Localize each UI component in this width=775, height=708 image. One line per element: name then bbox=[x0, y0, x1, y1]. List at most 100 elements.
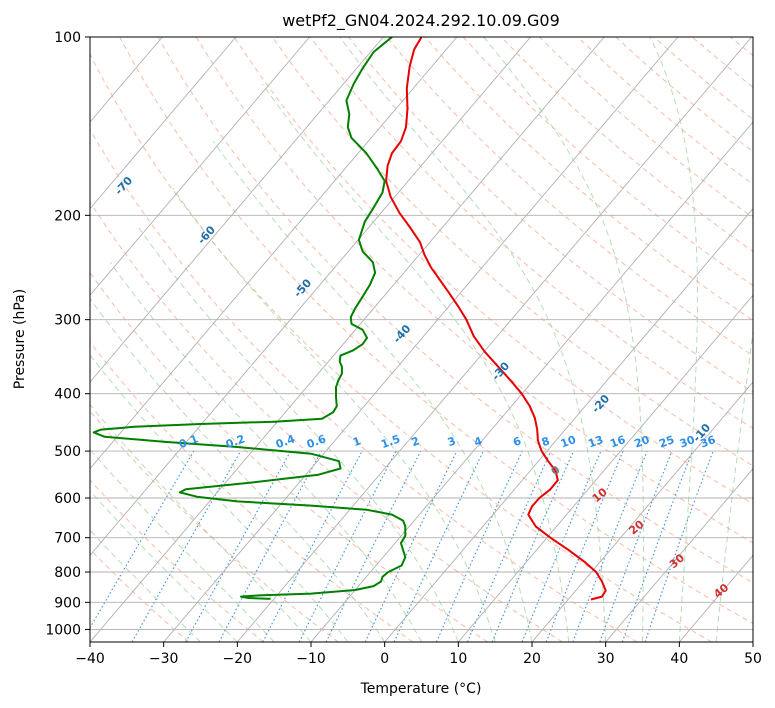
mixing-ratio-label: 1.5 bbox=[379, 432, 402, 451]
x-tick-label: 0 bbox=[380, 651, 389, 667]
moist-adiabat-line bbox=[172, 187, 496, 642]
x-tick-label: 50 bbox=[744, 651, 762, 667]
mixing-ratio-line bbox=[325, 450, 422, 642]
moist-adiabat-line bbox=[138, 227, 459, 642]
dry-adiabat-line bbox=[157, 37, 753, 584]
dry-adiabat-line bbox=[90, 271, 488, 642]
isotherm-line bbox=[90, 37, 531, 556]
mixing-ratio-line bbox=[435, 450, 523, 642]
x-tick-label: −30 bbox=[149, 651, 179, 667]
dry-adiabat-line bbox=[119, 37, 753, 624]
mixing-ratio-label: 25 bbox=[657, 433, 676, 450]
dry-adiabat-line bbox=[233, 37, 753, 505]
dry-adiabat-line bbox=[90, 128, 638, 642]
isotherm-line bbox=[236, 37, 752, 642]
moist-adiabat-line bbox=[90, 403, 312, 642]
dry-adiabat-line bbox=[386, 37, 753, 357]
profile-series bbox=[92, 37, 607, 601]
moist-adiabat-line bbox=[90, 490, 238, 642]
mixing-ratio-label: 3 bbox=[446, 434, 458, 449]
y-tick-label: 700 bbox=[54, 531, 81, 547]
mixing-ratio-label: 8 bbox=[540, 434, 552, 449]
moist-adiabat-line bbox=[109, 262, 422, 642]
mixing-ratio-label: 16 bbox=[608, 433, 627, 451]
dry-adiabat-line bbox=[310, 37, 753, 430]
y-tick-label: 600 bbox=[54, 491, 81, 507]
moist-adiabat-line bbox=[339, 37, 607, 642]
mixing-ratio-label: 0.2 bbox=[224, 432, 247, 451]
isotherm-line bbox=[90, 37, 384, 383]
dry-adiabat-line bbox=[424, 37, 753, 322]
mixing-ratio-label: 2 bbox=[410, 434, 422, 449]
isotherm-line bbox=[605, 467, 753, 642]
mixing-ratio-line bbox=[599, 450, 673, 642]
mixing-ratio-label: 1 bbox=[351, 434, 363, 449]
moist-adiabat-line bbox=[90, 448, 275, 642]
mixing-ratio-label: 36 bbox=[699, 433, 718, 451]
isotherm-line bbox=[384, 207, 753, 642]
dry-adiabat-line bbox=[90, 201, 563, 642]
isotherm-line bbox=[531, 381, 753, 642]
y-tick-label: 400 bbox=[54, 387, 81, 403]
mixing-ratio-line bbox=[644, 450, 714, 642]
moist-adiabat-line bbox=[90, 354, 349, 642]
y-tick-label: 1000 bbox=[45, 622, 81, 638]
moist-adiabat-line bbox=[261, 83, 570, 642]
x-tick-label: 30 bbox=[597, 651, 615, 667]
x-tick-label: −40 bbox=[75, 651, 105, 667]
dry-adiabat-line bbox=[90, 548, 190, 642]
mixing-ratio-line bbox=[185, 450, 292, 642]
temperature-profile-line bbox=[385, 37, 607, 601]
isotherm-line bbox=[310, 121, 753, 642]
plot-frame bbox=[89, 36, 754, 643]
x-tick-label: 40 bbox=[670, 651, 688, 667]
mixing-ratio-label: 0.4 bbox=[274, 432, 297, 451]
x-tick-label: −10 bbox=[296, 651, 326, 667]
dewpoint-profile-line bbox=[92, 37, 407, 600]
isotherm-line bbox=[90, 37, 237, 210]
x-tick-label: 20 bbox=[523, 651, 541, 667]
isotherm-line bbox=[457, 294, 753, 642]
isotherm-line bbox=[90, 37, 605, 642]
isotherm-line bbox=[90, 37, 458, 470]
mixing-ratio-line bbox=[521, 450, 602, 642]
mixing-ratio-line bbox=[218, 450, 322, 642]
plot-area bbox=[90, 37, 753, 642]
dry-adiabat-line bbox=[90, 410, 339, 642]
isotherm-line bbox=[90, 37, 310, 297]
mixing-ratio-line bbox=[621, 450, 693, 642]
y-axis-ticks: 100 200 300 400 500 600 700 800 900 1000 bbox=[45, 30, 90, 638]
moist-adiabat-line bbox=[649, 37, 698, 642]
y-tick-label: 100 bbox=[54, 30, 81, 46]
mixing-ratio-label: 6 bbox=[511, 434, 523, 449]
isotherm-line bbox=[163, 37, 679, 642]
x-axis-ticks: −40 −30 −20 −10 0 10 20 30 40 50 bbox=[75, 642, 762, 667]
mixing-ratio-line bbox=[298, 450, 397, 642]
mixing-ratio-line bbox=[545, 450, 624, 642]
mixing-ratio-line bbox=[572, 450, 648, 642]
moist-adiabat-line bbox=[715, 327, 753, 642]
y-tick-label: 500 bbox=[54, 444, 81, 460]
y-tick-label: 200 bbox=[54, 208, 81, 224]
mixing-ratio-line bbox=[466, 450, 552, 642]
chart-title: wetPf2_GN04.2024.292.10.09.G09 bbox=[282, 11, 560, 31]
gridlines bbox=[90, 37, 753, 642]
mixing-ratio-label: 0.1 bbox=[177, 432, 200, 451]
mixing-ratio-label: 0.6 bbox=[305, 432, 328, 451]
y-axis-title: Pressure (hPa) bbox=[12, 289, 28, 389]
y-tick-label: 300 bbox=[54, 313, 81, 329]
x-axis-title: Temperature (°C) bbox=[360, 681, 482, 697]
mixing-ratio-label: 10 bbox=[559, 433, 578, 451]
x-tick-label: −20 bbox=[223, 651, 253, 667]
y-tick-label: 900 bbox=[54, 595, 81, 611]
mixing-ratio-label: 13 bbox=[586, 433, 605, 450]
dry-adiabat-line bbox=[90, 52, 712, 642]
dry-adiabat-line bbox=[90, 479, 264, 642]
mixing-ratio-label: 20 bbox=[633, 433, 652, 451]
y-tick-label: 800 bbox=[54, 565, 81, 581]
mixing-ratio-label: 4 bbox=[472, 434, 484, 449]
mixing-ratio-label: 30 bbox=[678, 433, 697, 451]
x-tick-label: 10 bbox=[449, 651, 467, 667]
moist-adiabat-line bbox=[483, 37, 644, 642]
